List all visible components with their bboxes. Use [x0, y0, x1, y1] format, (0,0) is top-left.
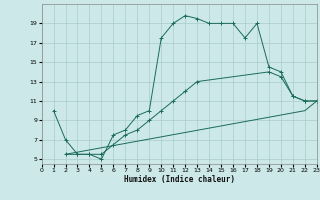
X-axis label: Humidex (Indice chaleur): Humidex (Indice chaleur): [124, 175, 235, 184]
